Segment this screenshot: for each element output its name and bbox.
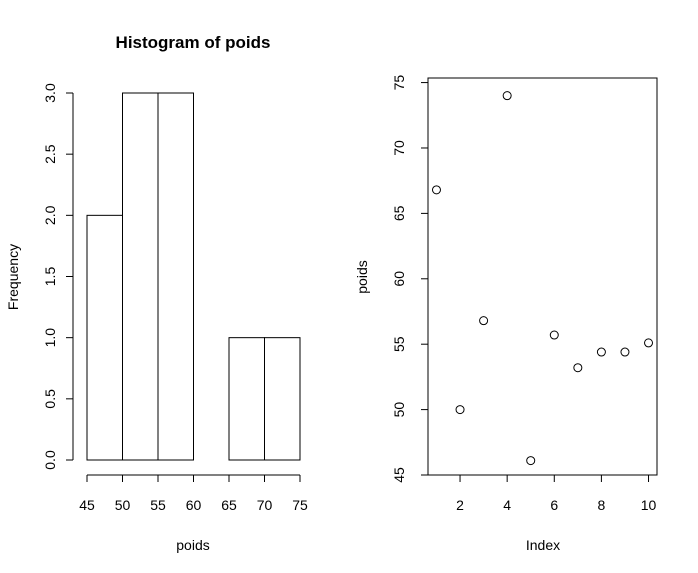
histogram-x-tick-label: 75 xyxy=(292,497,308,513)
scatter-y-tick-label: 45 xyxy=(391,467,407,483)
scatter-plot-box xyxy=(427,77,658,476)
histogram-y-tick-label: 0.0 xyxy=(42,450,58,470)
histogram-bar xyxy=(157,92,194,461)
scatter-y-label: poids xyxy=(354,260,370,293)
histogram-y-axis: 0.0 0.5 1.0 1.5 2.0 2.5 3.0 xyxy=(42,83,74,470)
histogram-title: Histogram of poids xyxy=(116,33,271,52)
histogram-y-tick-label: 1.0 xyxy=(42,328,58,348)
histogram-x-tick-label: 45 xyxy=(79,497,95,513)
histogram-y-tick-label: 1.5 xyxy=(42,267,58,287)
scatter-point xyxy=(431,185,441,195)
scatter-point xyxy=(502,91,512,101)
scatter-point xyxy=(455,405,465,415)
scatter-point xyxy=(479,316,489,326)
scatter-point xyxy=(549,330,559,340)
scatter-y-tick-label: 55 xyxy=(391,336,407,352)
histogram-x-tick-label: 55 xyxy=(150,497,166,513)
scatter-point xyxy=(620,347,630,357)
histogram-y-tick-label: 3.0 xyxy=(42,83,58,103)
histogram-bar xyxy=(264,337,301,461)
scatter-point xyxy=(573,363,583,373)
histogram-panel: Histogram of poids poids Frequency 45 50 5… xyxy=(5,33,308,553)
scatter-x-tick-label: 6 xyxy=(550,497,558,513)
scatter-x-axis: 2 4 6 8 10 xyxy=(456,475,657,513)
histogram-bar xyxy=(228,337,265,461)
scatter-points xyxy=(431,91,654,466)
scatter-x-tick-label: 10 xyxy=(641,497,657,513)
histogram-bars xyxy=(86,92,301,461)
scatter-x-tick-label: 4 xyxy=(503,497,511,513)
histogram-x-tick-label: 60 xyxy=(186,497,202,513)
histogram-y-label: Frequency xyxy=(5,244,21,310)
histogram-x-tick-label: 70 xyxy=(257,497,273,513)
scatter-y-tick-label: 75 xyxy=(391,75,407,91)
scatter-y-tick-label: 70 xyxy=(391,140,407,156)
scatter-y-axis: 45 50 55 60 65 70 75 xyxy=(391,75,428,483)
histogram-y-tick-label: 2.0 xyxy=(42,205,58,225)
scatter-point xyxy=(596,347,606,357)
scatter-x-label: Index xyxy=(526,537,560,553)
histogram-x-tick-label: 50 xyxy=(115,497,131,513)
scatter-point xyxy=(526,456,536,466)
histogram-bar xyxy=(122,92,159,461)
scatter-x-tick-label: 8 xyxy=(598,497,606,513)
scatter-y-tick-label: 50 xyxy=(391,402,407,418)
scatter-x-tick-label: 2 xyxy=(456,497,464,513)
histogram-y-tick-label: 0.5 xyxy=(42,389,58,409)
scatter-panel: Index poids 2 4 6 8 10 45 50 55 60 65 70 75 xyxy=(354,75,658,553)
histogram-bar xyxy=(86,214,123,461)
histogram-x-axis: 45 50 55 60 65 70 75 xyxy=(79,474,308,513)
histogram-x-label: poids xyxy=(176,537,209,553)
scatter-y-tick-label: 60 xyxy=(391,271,407,287)
histogram-y-tick-label: 2.5 xyxy=(42,144,58,164)
histogram-x-tick-label: 65 xyxy=(221,497,237,513)
scatter-point xyxy=(644,338,654,348)
scatter-y-tick-label: 65 xyxy=(391,205,407,221)
